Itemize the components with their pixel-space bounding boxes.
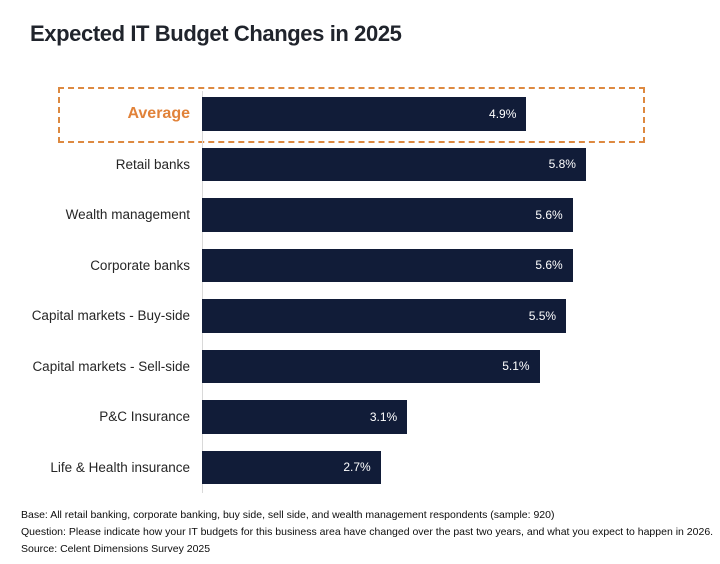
y-axis-line bbox=[202, 91, 203, 493]
bar: 2.7% bbox=[202, 450, 381, 484]
bar-value-label: 5.6% bbox=[535, 207, 563, 222]
chart-row-retail-banks: Retail banks 5.8% bbox=[0, 147, 720, 181]
bar-value-label: 2.7% bbox=[343, 460, 371, 475]
bar: 5.5% bbox=[202, 299, 567, 333]
chart-row-pc-insurance: P&C Insurance 3.1% bbox=[0, 400, 720, 434]
chart-title: Expected IT Budget Changes in 2025 bbox=[30, 21, 402, 46]
category-label: P&C Insurance bbox=[99, 409, 190, 425]
footnote-base: Base: All retail banking, corporate bank… bbox=[21, 509, 555, 521]
category-label: Corporate banks bbox=[90, 257, 190, 273]
chart-row-corporate-banks: Corporate banks 5.6% bbox=[0, 248, 720, 282]
bar-value-label: 5.6% bbox=[535, 258, 563, 273]
chart-row-life-health-insurance: Life & Health insurance 2.7% bbox=[0, 450, 720, 484]
category-label: Average bbox=[127, 104, 190, 122]
bar: 5.8% bbox=[202, 147, 586, 181]
footnote-question: Question: Please indicate how your IT bu… bbox=[21, 526, 714, 538]
chart-row-average: Average 4.9% bbox=[0, 97, 720, 131]
bar: 5.6% bbox=[202, 248, 573, 282]
chart-row-capital-markets-sell-side: Capital markets - Sell-side 5.1% bbox=[0, 349, 720, 383]
bar-value-label: 3.1% bbox=[369, 409, 398, 424]
average-highlight-dashed-box bbox=[58, 87, 645, 143]
bar-value-label: 5.1% bbox=[502, 359, 530, 374]
footnote-source: Source: Celent Dimensions Survey 2025 bbox=[21, 543, 211, 555]
bar: 4.9% bbox=[202, 97, 527, 131]
category-label: Capital markets - Buy-side bbox=[31, 308, 190, 324]
category-label: Life & Health insurance bbox=[50, 459, 190, 475]
footnotes: Base: All retail banking, corporate bank… bbox=[21, 507, 713, 558]
bar: 5.6% bbox=[202, 198, 573, 232]
category-label: Retail banks bbox=[115, 156, 190, 172]
bar-rows: Average 4.9% Retail banks 5.8% Wealth ma… bbox=[0, 97, 720, 484]
bar-value-label: 5.8% bbox=[548, 157, 576, 172]
chart-row-wealth-management: Wealth management 5.6% bbox=[0, 198, 720, 232]
bar-chart: Average 4.9% Retail banks 5.8% Wealth ma… bbox=[0, 87, 720, 499]
category-label: Wealth management bbox=[65, 207, 190, 223]
bar-value-label: 4.9% bbox=[489, 106, 517, 121]
bar: 5.1% bbox=[202, 349, 540, 383]
category-label: Capital markets - Sell-side bbox=[32, 358, 190, 374]
chart-row-capital-markets-buy-side: Capital markets - Buy-side 5.5% bbox=[0, 299, 720, 333]
bar: 3.1% bbox=[202, 400, 408, 434]
bar-value-label: 5.5% bbox=[528, 308, 557, 323]
